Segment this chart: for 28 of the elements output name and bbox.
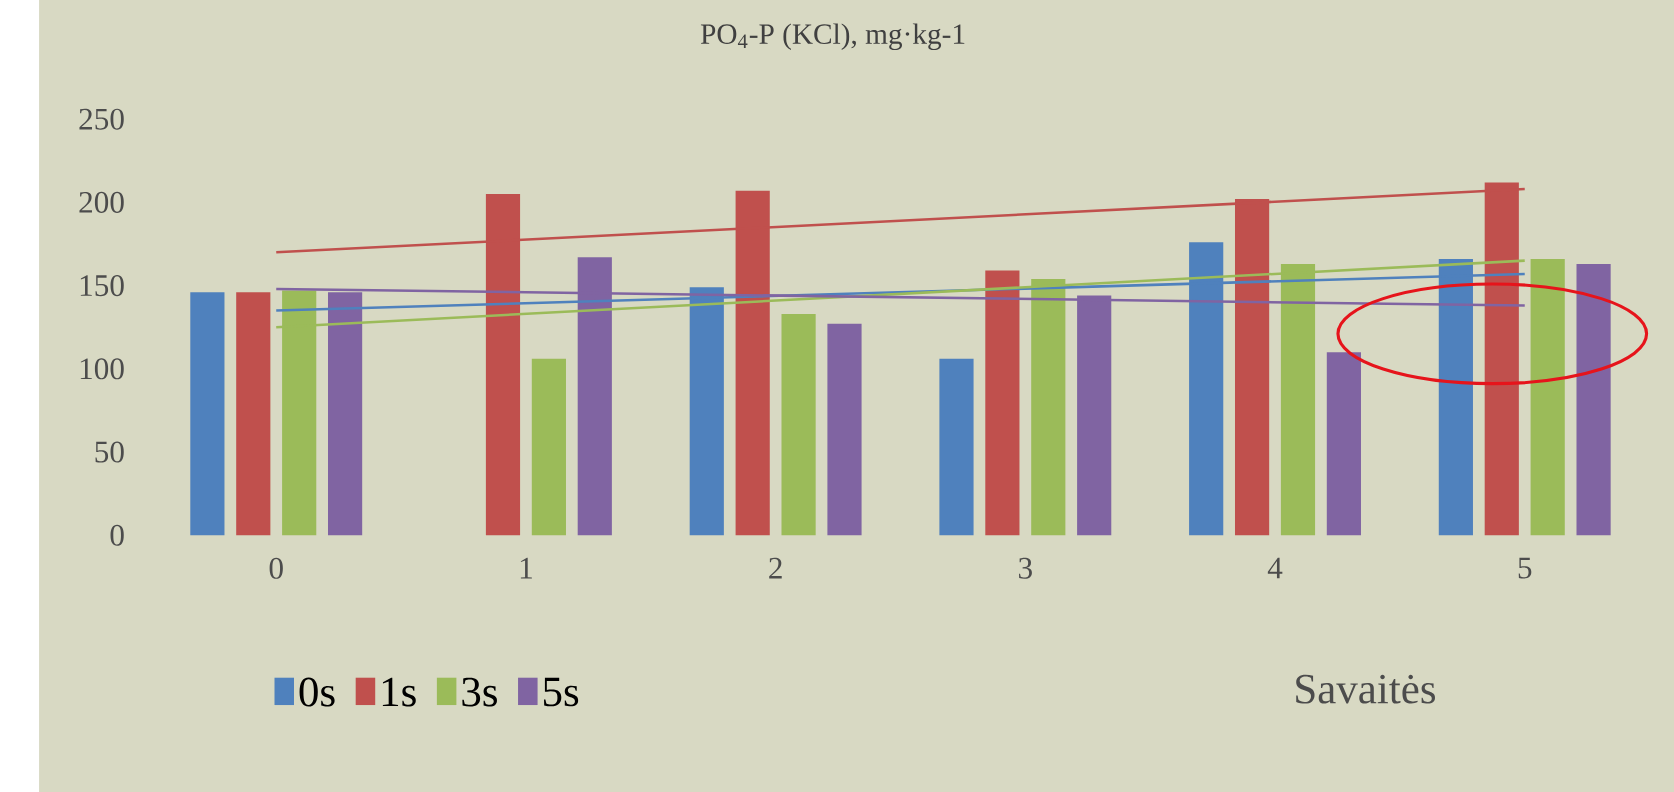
y-tick-label: 150 <box>80 275 124 297</box>
bar <box>1576 263 1611 536</box>
bar <box>939 358 974 536</box>
x-tick-label: 5 <box>1518 557 1532 579</box>
legend-label: 0s <box>299 677 335 707</box>
x-axis-title: Savaitės <box>1296 674 1435 704</box>
bar <box>1326 352 1361 536</box>
y-tick-label: 0 <box>110 524 124 546</box>
x-tick-label: 0 <box>269 557 283 579</box>
legend-label: 1s <box>382 677 416 707</box>
bar <box>781 313 816 536</box>
y-tick-label: 250 <box>79 108 124 130</box>
bar <box>190 292 225 536</box>
legend-label: 5s <box>544 677 579 707</box>
y-tick-label: 100 <box>80 358 124 380</box>
chart-title: PO$_{4}$-P (KCl), mg·kg-1 <box>700 23 965 50</box>
x-tick-label: 4 <box>1267 557 1283 579</box>
bar <box>236 292 271 536</box>
y-tick-label: 200 <box>79 191 124 213</box>
bar <box>985 270 1020 536</box>
x-tick-label: 1 <box>520 557 532 579</box>
y-tick-label: 50 <box>95 441 124 463</box>
bar <box>827 323 862 536</box>
x-tick-label: 3 <box>1019 557 1032 579</box>
bar <box>1530 258 1565 536</box>
bar <box>531 358 566 536</box>
x-tick-label: 2 <box>769 557 782 579</box>
legend-label: 3s <box>462 677 497 707</box>
